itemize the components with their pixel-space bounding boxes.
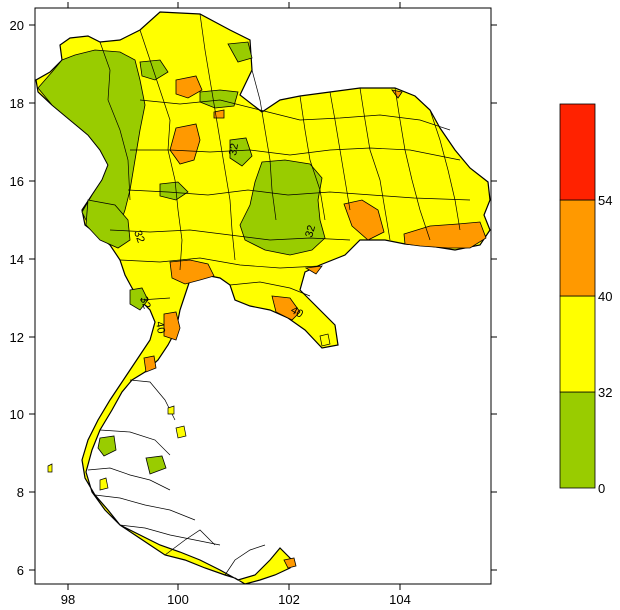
mid-high-zones (143, 75, 487, 569)
legend-label: 32 (598, 385, 612, 400)
y-tick-label: 16 (10, 174, 24, 189)
legend-bin-0-32 (559, 391, 596, 489)
axis-ticks (29, 2, 497, 590)
legend-bin-32-40 (559, 295, 596, 393)
legend-label: 40 (598, 289, 612, 304)
low-zones (37, 41, 326, 475)
legend-bin-54-plus (559, 103, 596, 201)
province-boundaries (87, 13, 471, 576)
contour-label: 32 (137, 295, 152, 311)
contour-label: 40 (289, 304, 306, 321)
y-tick-label: 14 (10, 252, 24, 267)
legend-label: 0 (598, 481, 605, 496)
x-tick-label: 100 (167, 592, 189, 607)
legend-bin-40-54 (559, 199, 596, 297)
y-tick-label: 6 (17, 563, 24, 578)
y-tick-label: 12 (10, 330, 24, 345)
y-tick-label: 10 (10, 407, 24, 422)
legend: 0 32 40 54 (559, 103, 612, 496)
x-tick-label: 98 (61, 592, 75, 607)
islands (47, 333, 331, 491)
x-tick-label: 102 (278, 592, 300, 607)
contour-label: 32 (303, 224, 318, 239)
contour-label: 32 (227, 142, 241, 156)
contour-label: 32 (131, 229, 146, 245)
contour-label: 40 (153, 320, 167, 334)
y-tick-label: 18 (10, 96, 24, 111)
y-tick-label: 20 (10, 18, 24, 33)
y-tick-label: 8 (17, 485, 24, 500)
legend-label: 54 (598, 193, 612, 208)
x-tick-label: 104 (389, 592, 411, 607)
